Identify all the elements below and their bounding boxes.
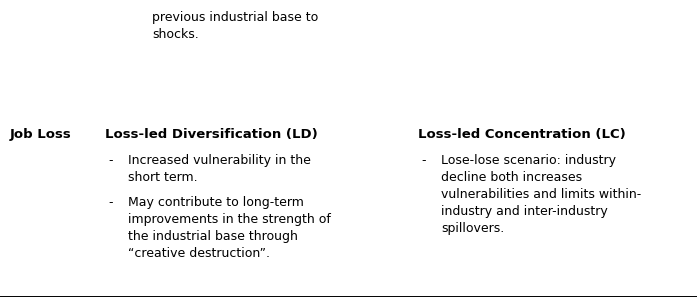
Text: Increased vulnerability in the
short term.: Increased vulnerability in the short ter…	[128, 154, 311, 184]
Text: Loss-led Diversification (LD): Loss-led Diversification (LD)	[105, 128, 318, 141]
Text: -: -	[421, 154, 425, 167]
Text: Loss-led Concentration (LC): Loss-led Concentration (LC)	[418, 128, 626, 141]
Text: -: -	[108, 154, 112, 167]
Text: -: -	[108, 196, 112, 209]
Text: Job Loss: Job Loss	[10, 128, 72, 141]
Text: previous industrial base to
shocks.: previous industrial base to shocks.	[152, 11, 319, 41]
Text: May contribute to long-term
improvements in the strength of
the industrial base : May contribute to long-term improvements…	[128, 196, 331, 260]
Text: Lose-lose scenario: industry
decline both increases
vulnerabilities and limits w: Lose-lose scenario: industry decline bot…	[441, 154, 641, 235]
